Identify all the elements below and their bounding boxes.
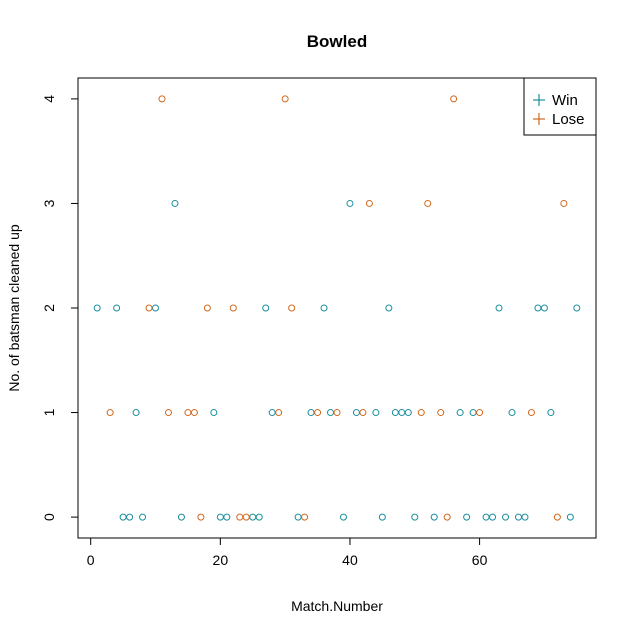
x-tick-label: 40 (342, 552, 358, 568)
point-lose (437, 409, 445, 417)
point-win (255, 513, 263, 521)
point-win (210, 409, 218, 417)
point-lose (288, 304, 296, 312)
point-win (132, 409, 140, 417)
point-win (573, 304, 581, 312)
x-tick-label: 20 (213, 552, 229, 568)
point-win (495, 304, 503, 312)
point-win (346, 199, 354, 207)
point-win (262, 304, 270, 312)
point-win (540, 304, 548, 312)
point-win (411, 513, 419, 521)
y-axis-label: No. of batsman cleaned up (6, 224, 22, 392)
point-win (177, 513, 185, 521)
point-lose (145, 304, 153, 312)
point-lose (417, 409, 425, 417)
point-lose (450, 95, 458, 103)
point-lose (560, 199, 568, 207)
point-win (391, 409, 399, 417)
point-win (385, 304, 393, 312)
point-win (521, 513, 529, 521)
point-win (320, 304, 328, 312)
point-lose (158, 95, 166, 103)
point-win (268, 409, 276, 417)
point-win (566, 513, 574, 521)
point-win (398, 409, 406, 417)
point-win (372, 409, 380, 417)
point-lose (236, 513, 244, 521)
chart-title: Bowled (307, 32, 367, 51)
y-tick-label: 1 (41, 408, 57, 416)
point-win (404, 409, 412, 417)
point-lose (203, 304, 211, 312)
point-lose (359, 409, 367, 417)
point-win (93, 304, 101, 312)
point-win (430, 513, 438, 521)
point-lose (229, 304, 237, 312)
point-win (223, 513, 231, 521)
x-axis: 0 20 40 60 (87, 537, 488, 568)
point-win (352, 409, 360, 417)
point-lose (424, 199, 432, 207)
point-lose (106, 409, 114, 417)
point-lose (197, 513, 205, 521)
y-tick-label: 0 (41, 513, 57, 521)
point-lose (333, 409, 341, 417)
point-win (482, 513, 490, 521)
point-lose (476, 409, 484, 417)
point-win (514, 513, 522, 521)
legend-box (523, 77, 597, 136)
y-axis: 0 1 2 3 4 (41, 95, 79, 521)
point-win (216, 513, 224, 521)
point-win (339, 513, 347, 521)
point-win (502, 513, 510, 521)
point-win (489, 513, 497, 521)
point-win (307, 409, 315, 417)
point-win (327, 409, 335, 417)
plot-frame (77, 77, 597, 539)
point-lose (275, 409, 283, 417)
point-lose (527, 409, 535, 417)
x-tick-label: 60 (472, 552, 488, 568)
point-lose (314, 409, 322, 417)
point-win (469, 409, 477, 417)
point-win (294, 513, 302, 521)
legend-label-lose: Lose (552, 111, 585, 128)
point-win (126, 513, 134, 521)
point-lose (281, 95, 289, 103)
point-win (378, 513, 386, 521)
point-win (139, 513, 147, 521)
y-tick-label: 4 (41, 95, 57, 103)
point-win (249, 513, 257, 521)
x-axis-label: Match.Number (291, 598, 383, 614)
y-tick-label: 2 (41, 304, 57, 312)
point-lose (242, 513, 250, 521)
point-win (152, 304, 160, 312)
point-lose (164, 409, 172, 417)
point-lose (184, 409, 192, 417)
legend-label-win: Win (552, 92, 578, 109)
point-lose (443, 513, 451, 521)
point-win (547, 409, 555, 417)
point-lose (553, 513, 561, 521)
point-win (508, 409, 516, 417)
point-win (171, 199, 179, 207)
y-tick-label: 3 (41, 199, 57, 207)
point-win (113, 304, 121, 312)
legend: Win Lose (523, 77, 597, 136)
x-tick-label: 0 (87, 552, 95, 568)
point-win (456, 409, 464, 417)
point-lose (365, 199, 373, 207)
point-lose (190, 409, 198, 417)
point-lose (301, 513, 309, 521)
point-win (119, 513, 127, 521)
data-points (93, 95, 581, 521)
point-win (463, 513, 471, 521)
point-win (534, 304, 542, 312)
